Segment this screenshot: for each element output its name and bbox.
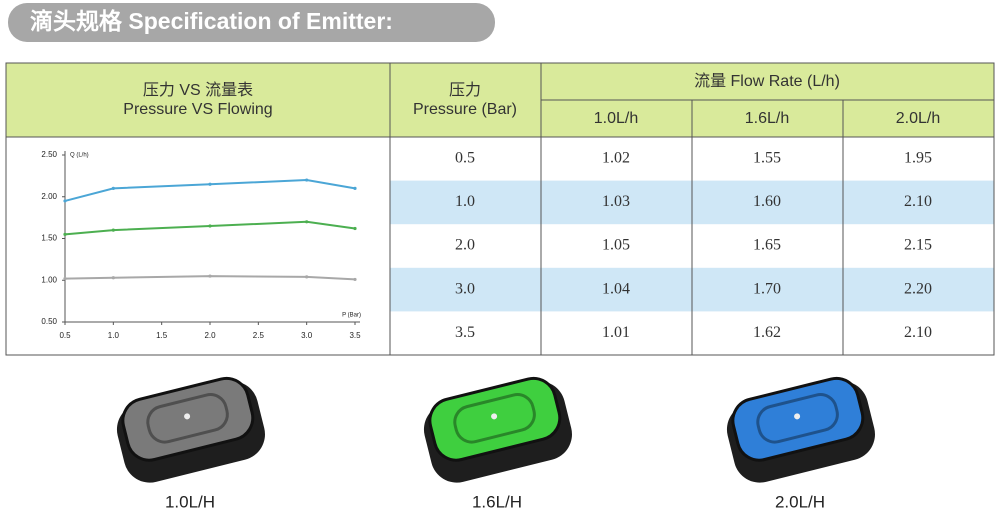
point: [305, 178, 309, 182]
table-cell: 1.0: [455, 193, 475, 210]
point: [305, 220, 309, 224]
table-cell: 1.04: [602, 280, 630, 297]
point: [353, 226, 357, 231]
emitter-top: [731, 376, 865, 462]
y-tick-label: 0.50: [41, 317, 57, 326]
table-borders: [5, 62, 995, 356]
products: 1.0L/H 1.6L/H 2.0L/H: [116, 376, 875, 511]
table-cell: 2.20: [904, 280, 932, 297]
y-tick-label: 1.00: [41, 275, 57, 284]
series-line: [64, 220, 356, 236]
y-tick-label: 2.50: [41, 150, 57, 159]
x-axis-label: P (Bar): [342, 313, 361, 319]
point: [111, 276, 115, 280]
flow-column: 1.6L/h: [745, 110, 789, 127]
table-cell: 1.02: [602, 149, 630, 166]
x-tick-label: 2.5: [253, 331, 265, 340]
table-cell: 2.10: [904, 324, 932, 341]
flow-column: 1.0L/h: [594, 110, 638, 127]
flow-column: 2.0L/h: [896, 110, 940, 127]
emitter: [116, 376, 265, 483]
point: [353, 186, 357, 190]
y-tick-label: 2.00: [41, 192, 57, 201]
emitter-hole: [794, 413, 801, 420]
point: [208, 224, 212, 228]
emitter-top: [121, 376, 255, 462]
chart-heading-cn: 压力 VS 流量表: [143, 81, 253, 99]
table-cell: 1.01: [602, 324, 630, 341]
point: [111, 228, 115, 232]
table-cell: 2.0: [455, 237, 475, 254]
point: [305, 275, 309, 279]
pressure-heading-en: Pressure (Bar): [413, 101, 517, 118]
point: [63, 232, 67, 236]
emitter-channel: [146, 393, 229, 444]
chart-heading-en: Pressure VS Flowing: [123, 101, 272, 118]
point: [208, 274, 212, 278]
table-cell: 1.65: [753, 237, 781, 254]
emitter: [726, 376, 875, 483]
table-cell: 0.5: [455, 149, 475, 166]
table-cell: 1.03: [602, 193, 630, 210]
pressure-heading-cn: 压力: [449, 81, 481, 99]
x-tick-label: 0.5: [59, 331, 71, 340]
point: [63, 199, 67, 203]
emitter-hole: [184, 413, 191, 420]
product-label: 1.6L/H: [472, 492, 522, 511]
x-tick-label: 1.5: [156, 331, 168, 340]
emitter: [423, 376, 572, 483]
table-cell: 1.62: [753, 324, 781, 341]
emitter-channel: [756, 393, 839, 444]
y-axis-label: Q (L/h): [70, 153, 89, 159]
product-label: 2.0L/H: [775, 492, 825, 511]
table-cell: 1.05: [602, 237, 630, 254]
emitter-hole: [491, 413, 498, 420]
table-cell: 2.15: [904, 237, 932, 254]
x-tick-label: 3.0: [301, 331, 313, 340]
table-cell: 1.55: [753, 149, 781, 166]
point: [63, 276, 67, 281]
table-cell: 1.70: [753, 280, 781, 297]
page-title: 滴头规格 Specification of Emitter:: [30, 8, 393, 34]
chart: 0.50 1.00 1.50 2.00 2.50 0.5 1.0 1.5 2.0 2.5 3.0 3.…: [41, 150, 361, 340]
x-tick-label: 2.0: [204, 331, 216, 340]
point: [208, 182, 212, 186]
table-cell: 1.95: [904, 149, 932, 166]
table: 压力 VS 流量表 Pressure VS Flowing 压力 Pressur…: [5, 62, 995, 356]
table-cell: 1.60: [753, 193, 781, 210]
flow-heading: 流量 Flow Rate (L/h): [694, 72, 840, 90]
table-cell: 3.0: [455, 280, 475, 297]
y-tick-label: 1.50: [41, 234, 57, 243]
emitter-channel: [453, 393, 536, 444]
x-tick-label: 1.0: [108, 331, 120, 340]
title-pill: [8, 3, 495, 42]
point: [353, 277, 357, 282]
x-tick-label: 3.5: [349, 331, 361, 340]
table-cell: 2.10: [904, 193, 932, 210]
table-cell: 3.5: [455, 324, 475, 341]
point: [111, 186, 115, 190]
product-label: 1.0L/H: [165, 492, 215, 511]
